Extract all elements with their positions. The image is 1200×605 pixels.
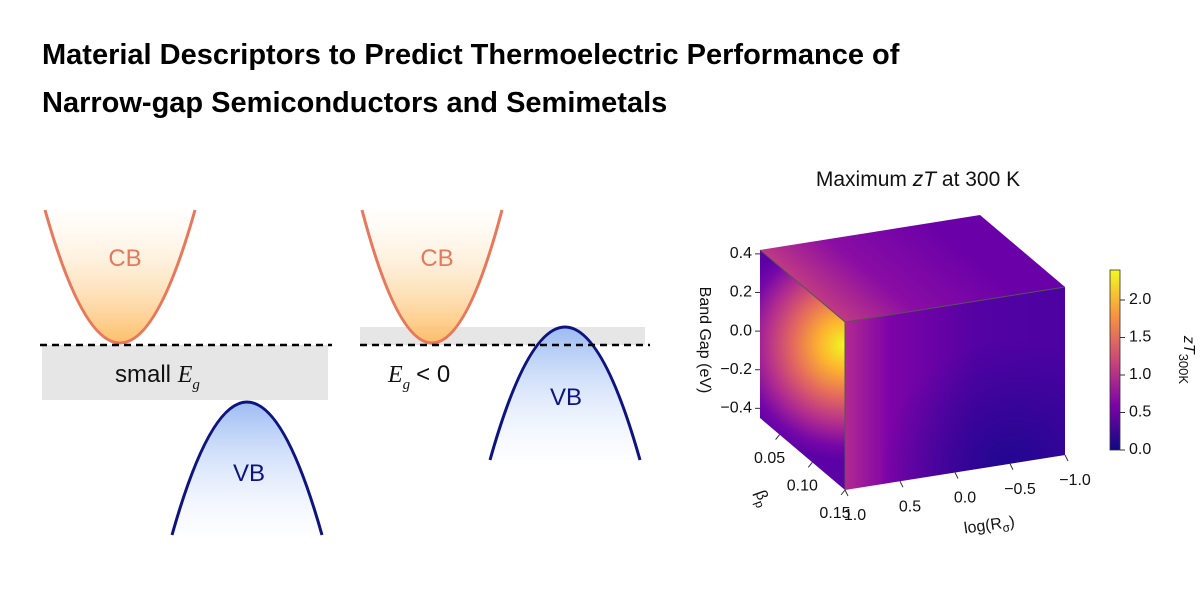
log-tick-label: −0.5 bbox=[1004, 481, 1036, 498]
overlap-region bbox=[360, 327, 645, 345]
colorbar bbox=[1109, 269, 1121, 451]
log-tick-label: 0.5 bbox=[899, 498, 921, 515]
beta-axis-label: βp bbox=[749, 488, 773, 510]
log-axis-label: log(Rσ) bbox=[963, 514, 1016, 541]
title-line: Material Descriptors to Predict Thermoel… bbox=[42, 39, 900, 71]
cb-curve bbox=[43, 209, 197, 345]
beta-tick bbox=[807, 461, 813, 468]
top-face bbox=[760, 215, 1065, 322]
colorbar-label: zT300K bbox=[1176, 335, 1197, 384]
colorbar-tick-label: 1.0 bbox=[1129, 366, 1151, 383]
colorbar-tick-label: 2.0 bbox=[1129, 291, 1151, 308]
beta-tick bbox=[840, 489, 846, 496]
colorbar-tick-label: 1.5 bbox=[1129, 329, 1151, 346]
beta-tick-label: 0.15 bbox=[819, 505, 850, 522]
z-axis-label: Band Gap (eV) bbox=[696, 287, 713, 394]
left-face bbox=[760, 250, 845, 490]
vb-curve bbox=[488, 325, 642, 461]
z-tick-label: −0.4 bbox=[720, 400, 752, 417]
gap-region bbox=[42, 345, 328, 400]
beta-tick bbox=[775, 434, 781, 440]
semiconductor-diagram: CB VB small Eg bbox=[40, 209, 332, 536]
beta-tick-label: 0.05 bbox=[754, 450, 785, 467]
gap-label: small Eg bbox=[115, 361, 200, 393]
log-tick bbox=[1064, 454, 1069, 462]
log-tick bbox=[1009, 463, 1014, 470]
cb-curve bbox=[360, 209, 504, 345]
front-face-shade bbox=[845, 287, 1065, 490]
log-tick-label: −1.0 bbox=[1059, 472, 1091, 489]
log-tick-label: 0.0 bbox=[954, 490, 976, 507]
colorbar-tick-label: 0.0 bbox=[1129, 441, 1151, 458]
vb-curve bbox=[170, 400, 324, 536]
cb-label: CB bbox=[108, 245, 141, 272]
semimetal-diagram: CB VB Eg < 0 bbox=[360, 209, 650, 461]
log-tick bbox=[899, 481, 904, 488]
beta-tick-label: 0.10 bbox=[787, 478, 818, 495]
z-tick-label: −0.2 bbox=[720, 361, 752, 378]
gap-label: Eg < 0 bbox=[387, 361, 450, 393]
plot-title: Maximum zT at 300 K bbox=[816, 168, 1020, 191]
vb-label: VB bbox=[233, 460, 265, 487]
log-tick-label: 1.0 bbox=[844, 507, 866, 524]
z-tick-label: 0.0 bbox=[730, 322, 752, 339]
log-tick bbox=[954, 472, 959, 479]
z-tick-label: 0.2 bbox=[730, 284, 752, 301]
title-line: Narrow-gap Semiconductors and Semimetals bbox=[42, 87, 667, 119]
vb-label: VB bbox=[550, 384, 582, 411]
log-tick bbox=[844, 489, 849, 497]
cube bbox=[759, 215, 1066, 490]
z-tick-label: 0.4 bbox=[730, 245, 752, 262]
colorbar-tick-label: 0.5 bbox=[1129, 404, 1151, 421]
cb-label: CB bbox=[420, 245, 453, 272]
